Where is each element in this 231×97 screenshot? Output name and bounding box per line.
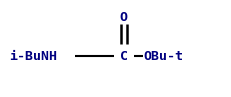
Text: C: C (120, 50, 128, 63)
Text: O: O (120, 11, 128, 24)
Text: i-BuNH: i-BuNH (9, 50, 57, 63)
Text: OBu-t: OBu-t (143, 50, 183, 63)
